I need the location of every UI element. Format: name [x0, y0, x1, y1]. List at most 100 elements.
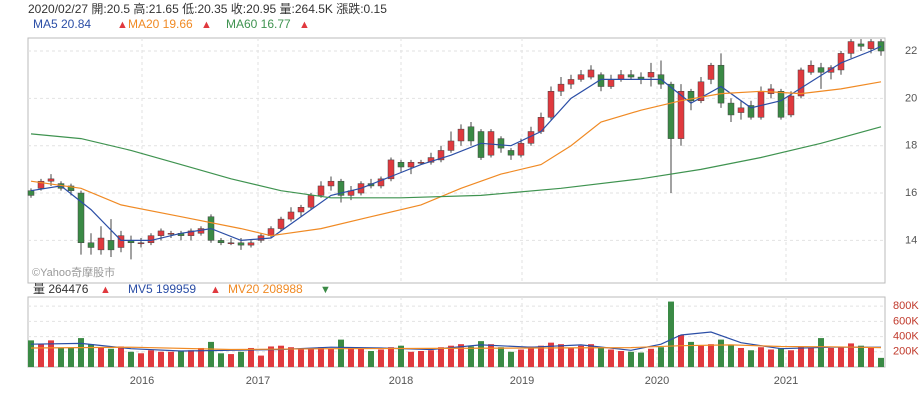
volume-tick-label: 800K [893, 300, 919, 312]
legend-arrow: ▲ [299, 19, 310, 31]
candle-body [327, 180, 335, 187]
volume-bar [58, 347, 64, 367]
volume-bar [368, 351, 374, 367]
price-frame [27, 37, 886, 284]
x-tick-label: 2017 [246, 375, 270, 387]
candle-body [577, 74, 585, 80]
y-tick-label: 14 [905, 234, 917, 246]
candle-body [747, 105, 755, 118]
volume-bar [858, 345, 864, 367]
candle-body [247, 242, 255, 246]
volume-bar [88, 344, 94, 367]
volume-bar [448, 345, 454, 367]
candle-body [97, 237, 105, 251]
candle-body [817, 67, 825, 73]
volume-bar [378, 349, 384, 367]
volume-tick-label: 400K [893, 330, 919, 342]
volume-bar [818, 338, 824, 367]
candle-body [137, 242, 145, 245]
volume-bar [508, 351, 514, 367]
candle-body [77, 192, 85, 244]
volume-bar [48, 340, 54, 367]
volume-bar [628, 351, 634, 367]
volume-bar [338, 339, 344, 367]
volume-bar [398, 345, 404, 367]
candle-body [457, 128, 465, 142]
candle-body [397, 162, 405, 168]
candle-body [567, 79, 575, 85]
volume-bar [778, 347, 784, 367]
candle-body [47, 178, 55, 182]
mv-line [30, 331, 881, 352]
candle-body [27, 190, 35, 196]
volume-tick-label: 200K [893, 346, 919, 358]
volume-bar [798, 346, 804, 367]
volume-bar [68, 347, 74, 367]
candle-body [67, 185, 75, 191]
candle-body [37, 180, 45, 189]
volume-tick-label: 600K [893, 315, 919, 327]
candle-body [627, 74, 635, 78]
candle-body [727, 102, 735, 116]
candle-body [507, 150, 515, 156]
candle-body [307, 195, 315, 208]
x-tick-label: 2018 [389, 375, 413, 387]
volume-bar [328, 348, 334, 367]
volume-bar [308, 347, 314, 367]
header: 2020/02/27 開:20.5 高:21.65 低:20.35 收:20.9… [28, 1, 387, 16]
candle-body [777, 91, 785, 118]
volume-bar [298, 349, 304, 367]
volume-bar [678, 335, 684, 367]
volume-bar [698, 345, 704, 367]
volume-bar [488, 344, 494, 367]
candle-body [167, 233, 175, 235]
volume-bar [608, 349, 614, 367]
candle-body [757, 91, 765, 118]
volume-bar [878, 357, 884, 367]
candle-body [467, 126, 475, 142]
volume-bar [278, 345, 284, 367]
volume-bar [688, 341, 694, 367]
volume-bar [418, 351, 424, 367]
candle-body [677, 91, 685, 139]
volume-legend-label: MV5 199959 [128, 282, 196, 296]
candle-body [447, 140, 455, 151]
candle-body [707, 64, 715, 80]
x-tick-label: 2021 [774, 375, 798, 387]
volume-bar [718, 339, 724, 367]
volume-bar [588, 344, 594, 367]
legend-label: MA60 16.77 [226, 17, 291, 31]
x-tick-label: 2020 [645, 375, 669, 387]
candle-body [187, 230, 195, 236]
volume-bar [848, 343, 854, 367]
candle-body [547, 91, 555, 118]
volume-bar [268, 346, 274, 367]
volume-bar [768, 349, 774, 367]
volume-bar [708, 344, 714, 367]
y-tick-label: 16 [905, 187, 917, 199]
candle-body [217, 240, 225, 244]
volume-bar [228, 354, 234, 367]
volume-bar [808, 347, 814, 367]
volume-bar [138, 353, 144, 367]
volume-bar [198, 347, 204, 367]
volume-bar [408, 351, 414, 367]
volume-bar [528, 346, 534, 367]
volume-bar [98, 347, 104, 367]
watermark: ©Yahoo奇摩股市 [32, 265, 115, 279]
volume-bar [208, 341, 214, 367]
volume-bar [358, 348, 364, 367]
legend-arrow: ▲ [201, 19, 212, 31]
candle-body [407, 162, 415, 168]
volume-bar [128, 351, 134, 367]
candle-body [697, 81, 705, 101]
legend-arrow: ▲ [117, 19, 128, 31]
volume-bar [568, 347, 574, 367]
candle-body [607, 79, 615, 87]
candle-body [147, 235, 155, 244]
candle-body [867, 41, 875, 49]
volume-legend-label: MV20 208988 [228, 282, 303, 296]
volume-bar [468, 346, 474, 367]
volume-bar [428, 350, 434, 367]
volume-bar [788, 350, 794, 367]
